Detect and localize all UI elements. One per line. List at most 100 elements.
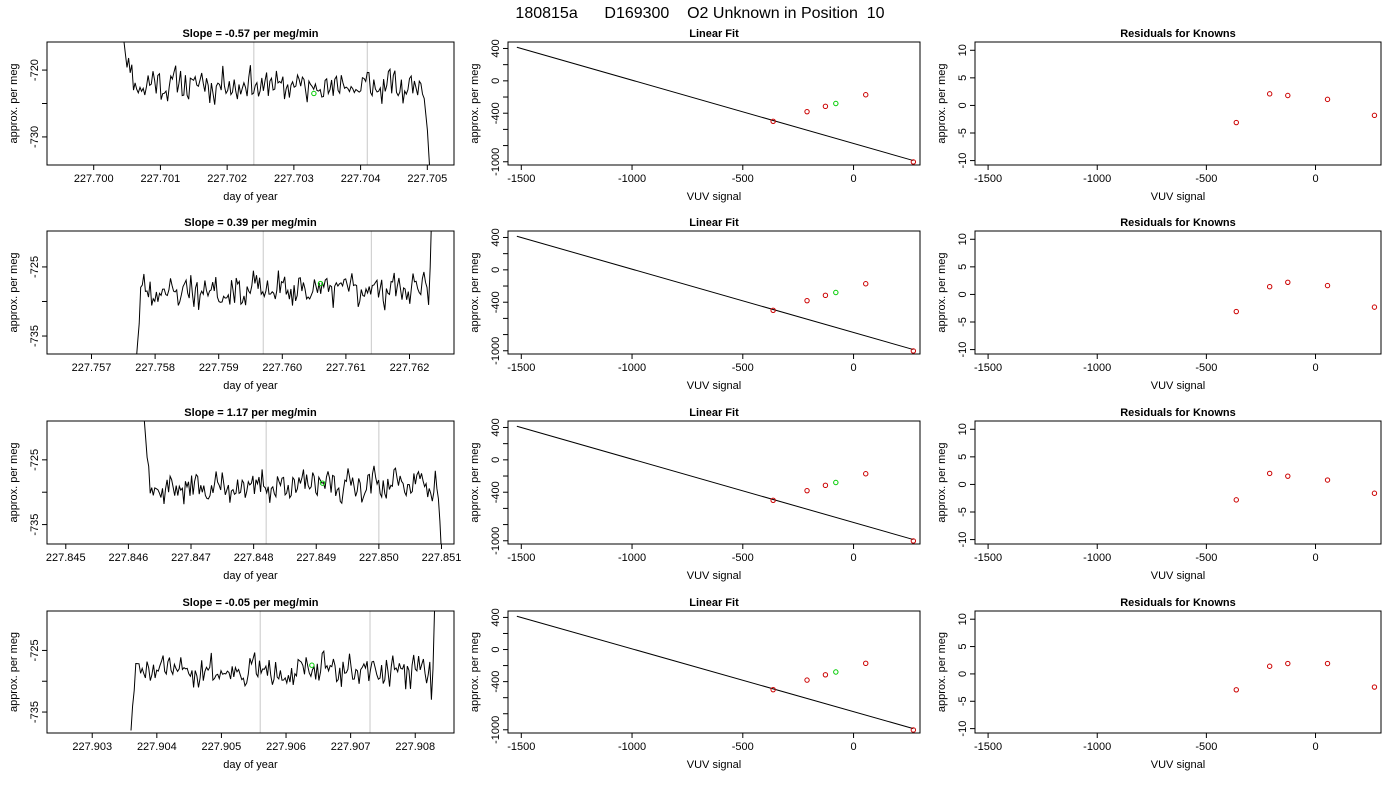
known-point	[910, 348, 917, 354]
panel: Linear Fit VUV signal approx. per meg -1500…	[469, 217, 921, 392]
x-axis-label: day of year	[223, 570, 278, 582]
known-point	[863, 471, 869, 477]
y-tick-label: -735	[29, 701, 41, 723]
plot-area	[1233, 660, 1378, 693]
known-point	[770, 307, 776, 314]
panel-title: Residuals for Knowns	[1120, 407, 1236, 419]
known-point	[1285, 660, 1291, 667]
panel-grid: Slope = -0.57 per meg/min day of year appr…	[8, 28, 1382, 771]
y-tick-label: 400	[490, 608, 502, 626]
y-axis-label: approx. per meg	[8, 442, 20, 522]
y-tick-label: 5	[957, 264, 969, 270]
x-axis-label: VUV signal	[1151, 380, 1205, 392]
y-tick-label: 5	[957, 75, 969, 81]
plot-frame	[974, 610, 1382, 734]
known-point	[1233, 308, 1239, 315]
x-tick-label: -500	[732, 173, 754, 185]
y-tick-label: -400	[490, 481, 502, 503]
slope-value: 1.17	[227, 407, 248, 419]
y-tick-label: 10	[957, 613, 969, 625]
known-point	[1324, 660, 1331, 667]
y-axis-label: approx. per meg	[936, 632, 948, 712]
panel: Residuals for Knowns VUV signal approx. pe…	[936, 407, 1382, 582]
fit-line	[516, 425, 914, 541]
y-axis-label: approx. per meg	[469, 442, 481, 522]
plot-frame	[974, 230, 1382, 355]
x-tick-label: -1000	[618, 362, 646, 374]
panel-title: Linear Fit	[689, 217, 739, 229]
plot-frame	[46, 420, 455, 545]
panel: Linear Fit VUV signal approx. per meg -1500…	[469, 28, 921, 203]
fit-line	[516, 615, 914, 730]
x-tick-label: 227.704	[341, 173, 381, 185]
x-axis-label: VUV signal	[687, 759, 741, 771]
x-axis-label: day of year	[223, 191, 278, 203]
x-tick-label: 0	[850, 173, 856, 185]
plot-area	[516, 615, 917, 733]
y-tick-label: -720	[29, 59, 41, 81]
x-tick-label: 227.908	[395, 741, 435, 753]
x-tick-label: -1500	[974, 362, 1002, 374]
x-tick-label: -1500	[507, 552, 535, 564]
x-tick-label: 227.762	[390, 362, 430, 374]
x-tick-label: 227.760	[262, 362, 302, 374]
panel: Slope = 1.17 per meg/min day of year appro…	[8, 407, 461, 582]
plot-area	[516, 425, 917, 544]
y-tick-label: -1000	[490, 716, 502, 744]
plot-area	[123, 42, 430, 165]
plot-frame	[507, 41, 921, 166]
x-tick-label: 227.847	[171, 552, 211, 564]
plot-frame	[46, 230, 455, 355]
x-axis-label: VUV signal	[1151, 759, 1205, 771]
series-line	[123, 42, 430, 165]
known-point	[1233, 497, 1239, 503]
plot-frame	[974, 41, 1382, 166]
panel: Linear Fit VUV signal approx. per meg -1500…	[469, 407, 921, 582]
slope-value: -0.57	[225, 28, 250, 40]
x-axis-label: day of year	[223, 759, 278, 771]
y-axis-label: approx. per meg	[936, 63, 948, 143]
unknown-point	[319, 480, 326, 486]
x-tick-label: 227.905	[202, 741, 242, 753]
panel-title: Linear Fit	[689, 597, 739, 609]
y-tick-label: -725	[29, 256, 41, 278]
x-tick-label: 227.703	[274, 173, 314, 185]
x-tick-label: 227.903	[72, 741, 112, 753]
known-point	[770, 497, 776, 504]
panel: Slope = -0.57 per meg/min day of year appr…	[8, 28, 455, 203]
plot-frame	[46, 610, 455, 734]
panel: Linear Fit VUV signal approx. per meg -1500…	[469, 597, 921, 771]
slope-label: Slope =	[182, 28, 225, 40]
slope-unit: per meg/min	[248, 217, 317, 229]
known-point	[1324, 477, 1331, 483]
y-tick-label: 400	[490, 228, 502, 246]
series-line	[136, 231, 432, 354]
y-tick-label: -1000	[490, 527, 502, 555]
y-axis-label: approx. per meg	[8, 632, 20, 712]
known-point	[863, 92, 869, 98]
figure-title: 180815a D169300 O2 Unknown in Position 1…	[515, 5, 884, 22]
x-tick-label: -1000	[1083, 552, 1111, 564]
slope-unit: per meg/min	[250, 28, 319, 40]
known-point	[1285, 92, 1291, 99]
x-axis-label: VUV signal	[687, 191, 741, 203]
panel-title: Linear Fit	[689, 407, 739, 419]
panel-title: Residuals for Knowns	[1120, 597, 1236, 609]
unknown-point	[833, 669, 839, 675]
known-point	[804, 108, 810, 115]
x-axis-label: VUV signal	[687, 570, 741, 582]
panel-title: Slope = 1.17 per meg/min	[184, 407, 317, 419]
x-tick-label: 227.757	[72, 362, 112, 374]
panel: Residuals for Knowns VUV signal approx. pe…	[936, 28, 1382, 203]
known-point	[1233, 119, 1239, 126]
y-tick-label: -10	[957, 721, 969, 737]
y-tick-label: -10	[957, 342, 969, 358]
x-tick-label: 227.701	[141, 173, 181, 185]
x-tick-label: -1500	[974, 173, 1002, 185]
x-tick-label: 227.758	[135, 362, 175, 374]
slope-unit: per meg/min	[250, 597, 319, 609]
x-tick-label: 227.850	[359, 552, 399, 564]
known-point	[1371, 490, 1378, 496]
y-tick-label: 0	[490, 457, 502, 463]
known-point	[804, 487, 810, 494]
